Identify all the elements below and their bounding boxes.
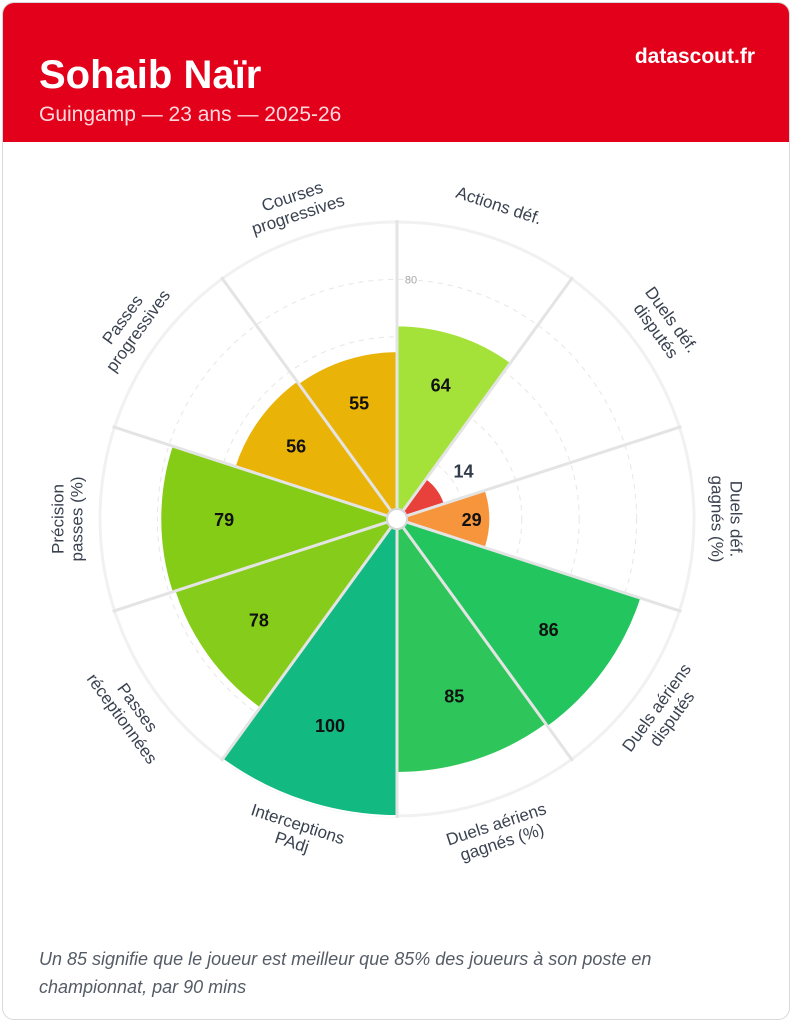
value-label: 56: [286, 437, 306, 457]
brand-label: datascout.fr: [634, 45, 755, 68]
value-label: 55: [349, 393, 369, 413]
header-banner: Sohaib Naïr Guingamp — 23 ans — 2025-26 …: [3, 3, 789, 142]
metric-label-line: Précision: [49, 484, 68, 554]
value-label: 14: [453, 462, 473, 482]
ring-label: 80: [405, 274, 417, 286]
value-label: 100: [315, 716, 345, 736]
metric-label: Duels déf.gagnés (%): [708, 476, 746, 563]
value-labels: 64 14 29 86 85 100 78 79 56 55: [214, 376, 559, 737]
separator-line: [406, 520, 682, 613]
bars: [159, 324, 643, 818]
separator-line: [112, 520, 388, 613]
metric-label-line: Actions déf.: [454, 183, 544, 229]
chart-area: 80 64 14 29 86 85 100 78 79 56 55 Actions déf. Duels…: [3, 142, 789, 922]
center-hub: [386, 508, 408, 530]
separator-line: [112, 425, 388, 518]
value-label: 64: [431, 376, 451, 396]
metric-label-line: Duels déf.: [727, 481, 746, 558]
value-label: 78: [249, 610, 269, 630]
gridline-ring: [156, 278, 638, 760]
separators: [112, 220, 682, 818]
metric-label: Précision passes (%): [49, 476, 87, 561]
value-label: 79: [214, 510, 234, 530]
value-label: 86: [539, 620, 559, 640]
metric-label-line: gagnés (%): [708, 476, 727, 563]
value-label: 29: [462, 510, 482, 530]
metric-label: Actions déf.: [454, 183, 544, 229]
separator-line: [401, 276, 574, 512]
separator-line: [406, 425, 682, 518]
value-label: 85: [444, 686, 464, 706]
footnote: Un 85 signifie que le joueur est meilleu…: [39, 949, 652, 997]
metric-label-line: passes (%): [68, 476, 87, 561]
separator-line: [401, 526, 574, 762]
separator-line: [220, 526, 393, 762]
separator-line: [220, 276, 393, 512]
metric-label: Duels déf.disputés: [630, 283, 702, 362]
player-subtitle: Guingamp — 23 ans — 2025-26: [39, 103, 342, 126]
player-name: Sohaib Naïr: [39, 53, 262, 97]
